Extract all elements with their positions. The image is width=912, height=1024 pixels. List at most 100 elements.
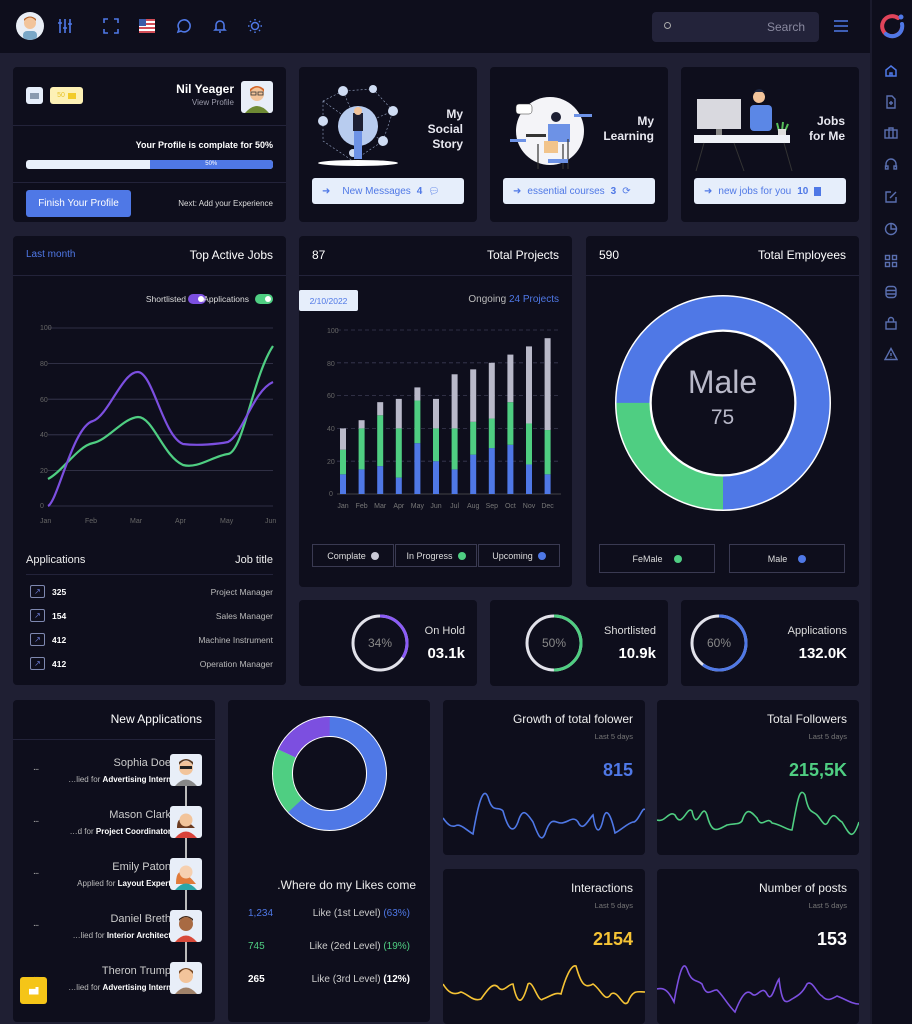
svg-text:100: 100 [327,328,339,335]
application-item[interactable]: ... Sophia Doe …lied for Advertising Int… [13,754,215,802]
job-row[interactable]: ↗ 325 Project Manager [13,584,286,608]
interactions-card: Interactions Last 5 days 2154 [443,869,645,1024]
essential-courses-button[interactable]: ➜ essential courses 3 ⟳ [503,178,655,204]
applications-toggle[interactable] [255,294,273,304]
legend-male[interactable]: Male [729,544,845,573]
more-options-icon[interactable]: ... [33,970,39,981]
job-row[interactable]: ↗ 412 Operation Manager [13,656,286,680]
mail-icon [30,92,39,99]
svg-text:Apr: Apr [393,503,405,510]
mail-badge[interactable] [26,87,43,104]
svg-text:40: 40 [40,432,48,439]
sun-icon[interactable] [244,15,266,37]
more-options-icon[interactable]: ... [33,866,39,877]
svg-text:Jan: Jan [337,503,348,510]
feature-title: My Learning [603,114,654,143]
applications-ring: 60% [690,614,748,672]
brand-logo[interactable] [878,12,906,40]
more-options-icon[interactable]: ... [33,918,39,929]
posts-count-card: Number of posts Last 5 days 153 [657,869,859,1024]
application-item[interactable]: ... Mason Clark …d for Project Coordinat… [13,806,215,854]
date-picker[interactable]: 2/10/2022 [299,290,358,311]
trend-icon: ↗ [30,657,45,670]
legend-complete[interactable]: Complate [312,544,394,567]
svg-text:0: 0 [329,491,333,498]
headphones-icon[interactable] [884,157,900,173]
period-selector[interactable]: Last month [26,249,76,260]
applications-stat-card: 60% Applications 132.0K [681,600,859,686]
briefcase-icon[interactable] [884,126,900,142]
chat-icon[interactable] [172,15,194,37]
document-icon [814,186,822,196]
edit-icon[interactable] [884,190,900,206]
svg-text:34%: 34% [368,636,392,650]
application-item[interactable]: ... Emily Paton Applied for Layout Exper… [13,858,215,906]
next-step-text: Next: Add your Experience [178,199,273,208]
svg-text:Dec: Dec [541,503,554,510]
hamburger-menu-icon[interactable] [830,15,852,37]
svg-text:20: 20 [327,459,335,466]
finish-profile-button[interactable]: Finish Your Profile [26,190,131,217]
file-add-icon[interactable] [884,95,900,111]
feature-title: My Social Story [427,107,463,151]
svg-text:0: 0 [40,503,44,510]
right-sidebar [870,0,912,1024]
top-bar: Search [0,0,870,53]
search-input[interactable]: Search [652,12,819,42]
card-icon [67,92,76,99]
settings-sliders-icon[interactable] [54,15,76,37]
application-item[interactable]: ... Theron Trump …lied for Advertising I… [13,962,215,1010]
job-row[interactable]: ↗ 154 Sales Manager [13,608,286,632]
view-profile-link[interactable]: View Profile [191,98,234,107]
pie-chart-icon[interactable] [884,222,900,238]
profile-progress-bar: 50% [26,160,273,169]
svg-text:Jun: Jun [430,503,441,510]
lock-icon[interactable] [884,316,900,332]
expand-icon [28,986,39,995]
warning-icon[interactable] [883,347,900,363]
social-story-card[interactable]: My Social Story ➜ New Messages 4 💬︎ [299,67,477,222]
trend-icon: ↗ [30,633,45,646]
application-item[interactable]: ... Daniel Breth …lied for Interior Arch… [13,910,215,958]
total-employees-card: 590 Total Employees Male 75 FeMale Male [586,236,859,587]
svg-text:Jan: Jan [40,518,51,525]
jobs-for-me-card[interactable]: Jobs for Me ➜ new jobs for you 10 [681,67,859,222]
follower-growth-sparkline [443,792,645,839]
card-badge[interactable]: 50 [50,87,83,104]
svg-text:Apr: Apr [175,518,187,525]
grid-icon[interactable] [884,254,900,270]
floating-action-button[interactable] [20,977,47,1004]
fullscreen-icon[interactable] [100,15,122,37]
us-flag-icon[interactable] [136,15,158,37]
more-options-icon[interactable]: ... [33,814,39,825]
follower-growth-card: Growth of total folower Last 5 days 815 [443,700,645,855]
legend-upcoming[interactable]: Upcoming [478,544,560,567]
bell-icon[interactable] [209,15,231,37]
svg-text:Oct: Oct [505,503,516,510]
legend-female[interactable]: FeMale [599,544,715,573]
project-count: 87 [312,248,326,262]
my-learning-card[interactable]: My Learning ➜ essential courses 3 ⟳ [490,67,668,222]
learning-illustration [510,97,592,169]
svg-text:Jul: Jul [450,503,459,510]
legend-in-progress[interactable]: In Progress [395,544,477,567]
svg-text:20: 20 [40,468,48,475]
database-icon[interactable] [884,285,900,301]
user-avatar[interactable] [16,12,44,40]
likes-donut-chart [272,716,387,831]
new-jobs-button[interactable]: ➜ new jobs for you 10 [694,178,846,204]
on-hold-stat-card: 34% On Hold 03.1k [299,600,477,686]
svg-text:40: 40 [327,426,335,433]
profile-avatar[interactable] [241,81,273,113]
social-network-illustration [318,85,398,166]
more-options-icon[interactable]: ... [33,762,39,773]
new-messages-button[interactable]: ➜ New Messages 4 💬︎ [312,178,464,204]
home-icon[interactable] [884,64,900,80]
on-hold-ring: 34% [351,614,409,672]
search-icon [664,22,671,29]
job-row[interactable]: ↗ 412 Machine Instrument [13,632,286,656]
shortlisted-toggle[interactable] [188,294,206,304]
feature-title: Jobs for Me [809,114,845,143]
shortlisted-stat-card: 50% Shortlisted 10.9k [490,600,668,686]
applicant-avatar [170,754,202,786]
